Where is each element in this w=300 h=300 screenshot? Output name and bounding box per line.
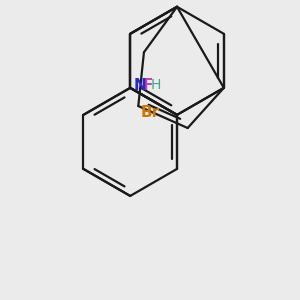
- Text: H: H: [151, 78, 161, 92]
- Text: F: F: [142, 78, 153, 93]
- Text: N: N: [134, 78, 146, 93]
- Text: Br: Br: [140, 105, 160, 120]
